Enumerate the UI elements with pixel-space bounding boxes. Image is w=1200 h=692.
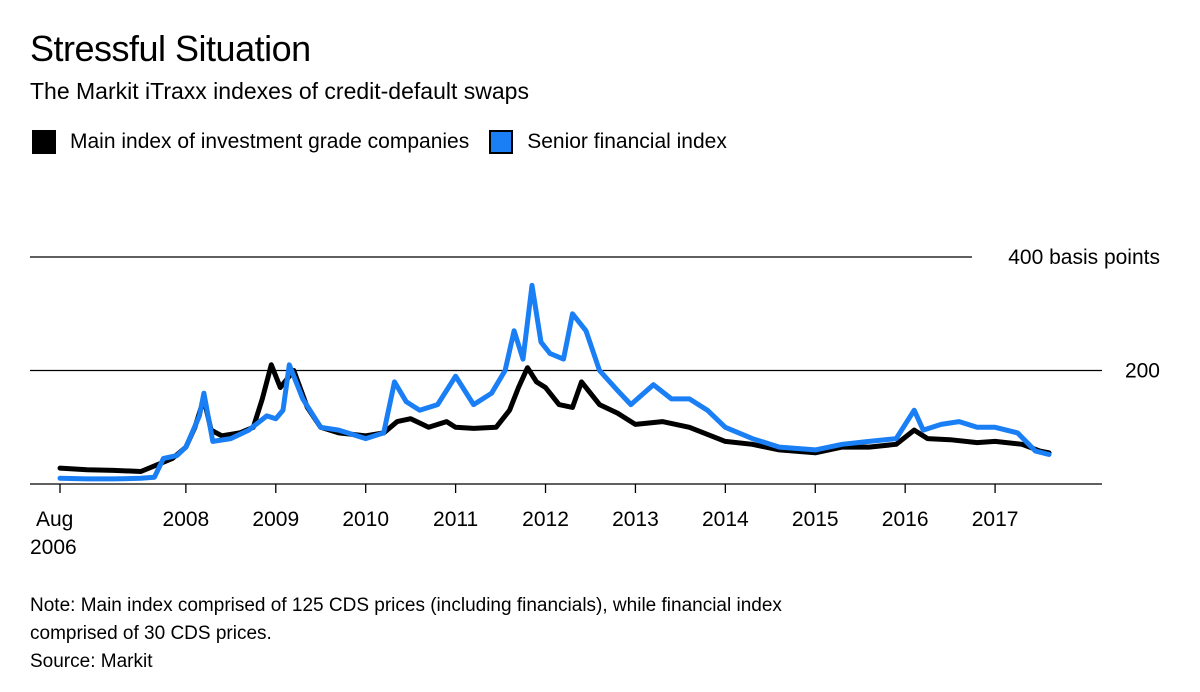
- line-chart: 400 basis points 200 Aug 2006 2008 2009 2010 2…: [30, 246, 1160, 559]
- legend-swatch-financial: [489, 130, 514, 154]
- legend-item-main: Main index of investment grade companies: [32, 130, 469, 154]
- y-label-400: 400 basis points: [1008, 246, 1160, 269]
- legend-label-financial: Senior financial index: [527, 130, 727, 153]
- x-tick-label: 2014: [702, 508, 749, 531]
- legend-label-main: Main index of investment grade companies: [70, 130, 470, 153]
- x-tick-label-year: 2006: [30, 536, 77, 559]
- chart-subtitle: The Markit iTraxx indexes of credit-defa…: [30, 78, 529, 104]
- x-tick-label: 2017: [972, 508, 1019, 531]
- x-tick-label: 2009: [252, 508, 299, 531]
- chart-note: Note: Main index comprised of 125 CDS pr…: [30, 592, 990, 676]
- legend-swatch-main: [32, 130, 56, 154]
- y-label-200: 200: [1125, 360, 1160, 383]
- x-tick-label: 2012: [522, 508, 569, 531]
- legend-item-financial: Senior financial index: [489, 130, 727, 154]
- x-tick-label: 2011: [433, 508, 478, 531]
- x-tick-label: 2010: [342, 508, 389, 531]
- x-tick-label: 2013: [612, 508, 659, 531]
- source-line: Source: Markit: [30, 651, 153, 672]
- x-tick-label: Aug: [36, 508, 73, 531]
- series-line-financial: [57, 282, 1052, 482]
- series-line-main: [57, 362, 1052, 474]
- note-line-2: comprised of 30 CDS prices.: [30, 623, 272, 644]
- chart-title: Stressful Situation: [30, 28, 311, 69]
- x-tick-label: 2008: [163, 508, 210, 531]
- x-tick-label: 2016: [882, 508, 929, 531]
- note-line-1: Note: Main index comprised of 125 CDS pr…: [30, 595, 782, 616]
- x-tick-label: 2015: [792, 508, 839, 531]
- legend: Main index of investment grade companies…: [32, 130, 747, 154]
